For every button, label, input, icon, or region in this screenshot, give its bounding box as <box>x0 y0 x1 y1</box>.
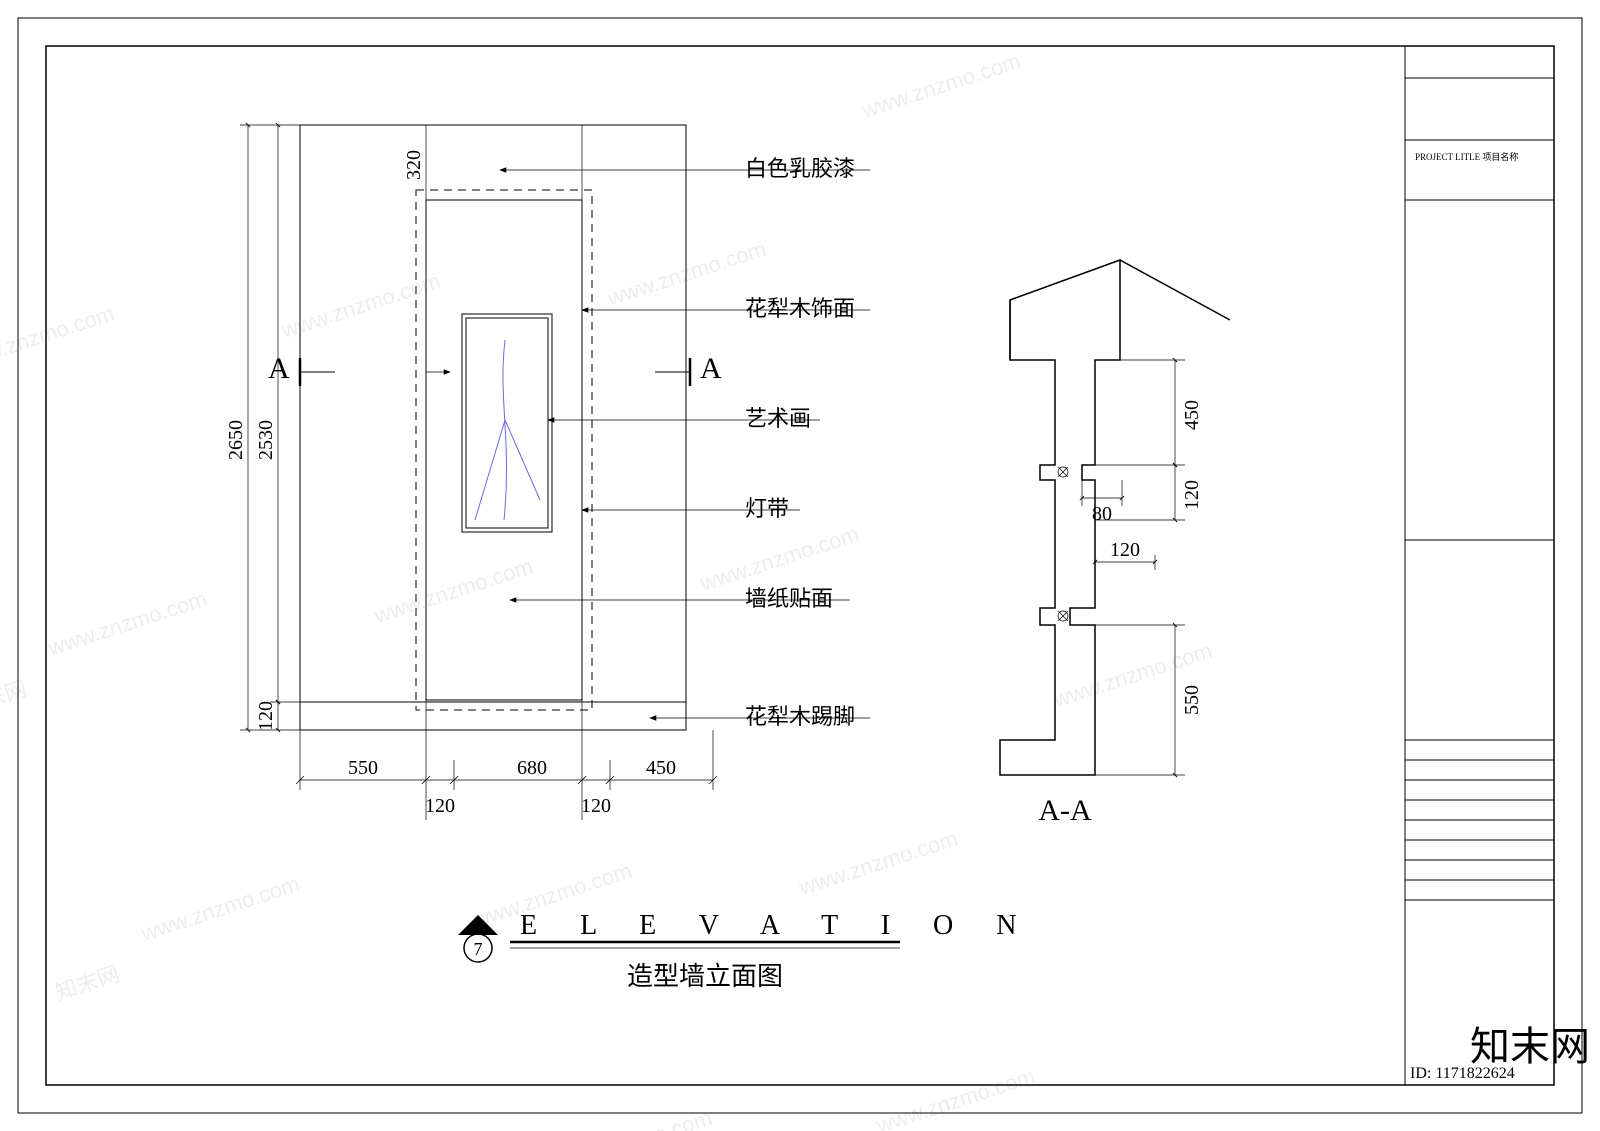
svg-text:450: 450 <box>1181 400 1203 430</box>
section-label: A-A <box>1038 794 1092 827</box>
svg-text:花犁木踢脚: 花犁木踢脚 <box>745 704 855 729</box>
svg-text:120: 120 <box>581 795 611 817</box>
title-word: E L E V A T I O N <box>520 910 1034 941</box>
svg-text:灯带: 灯带 <box>745 496 789 521</box>
svg-text:2530: 2530 <box>255 420 277 460</box>
svg-text:550: 550 <box>348 757 378 779</box>
dim-top-320: 320 <box>403 125 582 200</box>
svg-text:120: 120 <box>255 701 277 731</box>
svg-text:www.znzmo.com: www.znzmo.com <box>696 521 862 596</box>
svg-text:2650: 2650 <box>225 420 247 460</box>
project-title-label: PROJECT LITLE 项目名称 <box>1415 151 1518 162</box>
drawing-title: 7 E L E V A T I O N 造型墙立面图 <box>458 910 1034 991</box>
sec-dim-80: 80 <box>1082 480 1122 525</box>
svg-text:www.znzmo.com: www.znzmo.com <box>278 268 444 343</box>
corner-watermark: 知末网 ID: 1171822624 <box>1410 1024 1590 1082</box>
section-mark-right: A <box>655 352 722 386</box>
svg-text:680: 680 <box>517 757 547 779</box>
svg-text:www.znzmo.com: www.znzmo.com <box>370 553 536 628</box>
sec-dim-120h: 120 <box>1095 539 1155 608</box>
svg-text:www.znzmo.com: www.znzmo.com <box>872 1063 1038 1131</box>
dim-left-inner: 2530 <box>255 125 300 702</box>
svg-text:知末网: 知末网 <box>1470 1024 1590 1069</box>
image-id: ID: 1171822624 <box>1410 1065 1515 1082</box>
elevation-drawing: A A 2650 2530 120 320 <box>225 125 870 820</box>
svg-text:A: A <box>700 352 722 385</box>
svg-text:知末网: 知末网 <box>52 961 123 1005</box>
svg-text:www.znzmo.com: www.znzmo.com <box>858 48 1024 123</box>
svg-text:320: 320 <box>403 150 425 180</box>
svg-text:墙纸贴面: 墙纸贴面 <box>745 586 833 611</box>
svg-text:www.znzmo.com: www.znzmo.com <box>549 1105 715 1131</box>
svg-text:A: A <box>268 352 290 385</box>
svg-text:花犁木饰面: 花犁木饰面 <box>745 296 855 321</box>
svg-text:www.znzmo.com: www.znzmo.com <box>795 825 961 900</box>
section-drawing: 450 80 120 120 550 A-A <box>1000 260 1230 827</box>
svg-text:7: 7 <box>474 939 483 959</box>
svg-text:120: 120 <box>425 795 455 817</box>
title-subtitle: 造型墙立面图 <box>627 962 783 991</box>
svg-text:550: 550 <box>1181 685 1203 715</box>
svg-text:80: 80 <box>1092 503 1112 525</box>
svg-text:www.znzmo.com: www.znzmo.com <box>137 871 303 946</box>
sec-dim-450: 450 <box>1095 360 1203 465</box>
callouts: 白色乳胶漆 花犁木饰面 艺术画 灯带 墙纸贴面 花犁木踢脚 <box>426 156 870 729</box>
frame-outer <box>18 18 1582 1113</box>
svg-text:450: 450 <box>646 757 676 779</box>
svg-text:120: 120 <box>1181 480 1203 510</box>
svg-text:120: 120 <box>1110 539 1140 561</box>
dim-baseboard-h: 120 <box>255 701 278 731</box>
svg-text:艺术画: 艺术画 <box>745 406 811 431</box>
svg-text:白色乳胶漆: 白色乳胶漆 <box>745 156 855 181</box>
svg-text:www.znzmo.com: www.znzmo.com <box>44 586 210 661</box>
titleblock: PROJECT LITLE 项目名称 <box>1405 46 1554 1085</box>
svg-text:知末网: 知末网 <box>0 676 30 720</box>
